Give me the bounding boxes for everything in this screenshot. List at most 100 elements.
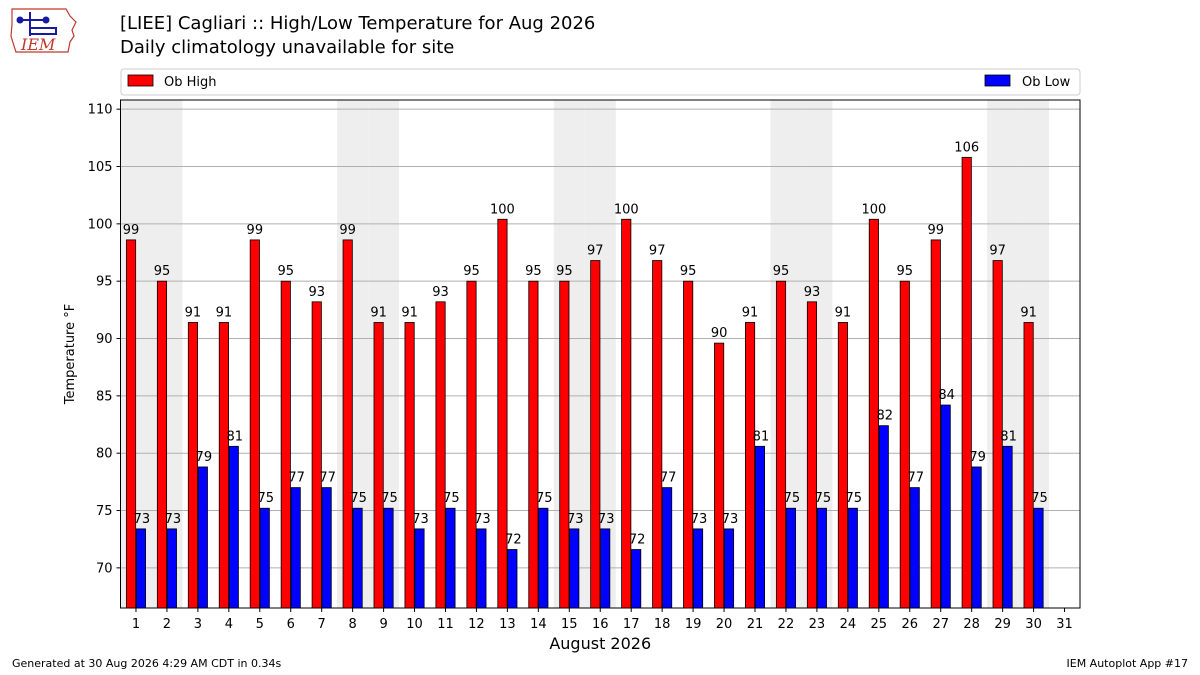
low-value-label: 73 bbox=[567, 512, 584, 527]
high-bar bbox=[930, 239, 941, 609]
x-tick-label: 10 bbox=[406, 617, 423, 632]
x-tick-label: 25 bbox=[871, 617, 888, 632]
high-bar bbox=[249, 239, 260, 609]
low-bar bbox=[1033, 507, 1044, 609]
low-bar bbox=[878, 425, 889, 609]
high-bar bbox=[652, 260, 663, 609]
x-tick-label: 28 bbox=[963, 617, 980, 632]
low-value-label: 77 bbox=[907, 471, 924, 486]
iowa-outline-icon bbox=[10, 8, 77, 53]
legend-swatch-high bbox=[127, 74, 154, 87]
low-value-label: 73 bbox=[691, 512, 708, 527]
high-bar bbox=[775, 280, 787, 609]
y-tick-label: 110 bbox=[88, 103, 113, 118]
x-tick-label: 27 bbox=[932, 617, 949, 632]
low-bar bbox=[476, 528, 487, 609]
x-tick-label: 5 bbox=[256, 617, 264, 632]
low-bar bbox=[166, 528, 177, 609]
low-value-label: 84 bbox=[938, 388, 955, 403]
x-tick-label: 14 bbox=[530, 617, 547, 632]
x-tick-label: 1 bbox=[132, 617, 140, 632]
high-bar bbox=[837, 322, 848, 609]
high-value-label: 95 bbox=[556, 264, 573, 279]
low-bar bbox=[383, 507, 394, 609]
high-bar bbox=[806, 301, 818, 609]
high-bar bbox=[156, 280, 168, 609]
high-bar bbox=[280, 280, 291, 609]
app-footer: IEM Autoplot App #17 bbox=[1066, 657, 1189, 670]
high-bar bbox=[435, 301, 446, 609]
x-tick-label: 20 bbox=[716, 617, 733, 632]
low-bar bbox=[631, 549, 642, 609]
high-value-label: 99 bbox=[339, 223, 356, 238]
high-value-label: 99 bbox=[927, 223, 944, 238]
low-value-label: 72 bbox=[505, 533, 522, 548]
high-value-label: 93 bbox=[804, 285, 821, 300]
low-value-label: 79 bbox=[969, 450, 986, 465]
chart-subtitle: Daily climatology unavailable for site bbox=[120, 37, 455, 58]
x-tick-label: 9 bbox=[379, 617, 387, 632]
high-bar bbox=[559, 280, 570, 609]
high-bar bbox=[218, 322, 229, 609]
low-bar bbox=[321, 487, 332, 609]
low-bar bbox=[445, 507, 456, 609]
x-tick-label: 2 bbox=[163, 617, 171, 632]
logo-text: IEM bbox=[20, 35, 56, 54]
y-tick-label: 90 bbox=[96, 332, 113, 347]
low-bar bbox=[693, 528, 704, 609]
low-bar bbox=[352, 507, 363, 609]
high-bar bbox=[404, 322, 415, 609]
legend-label-low: Ob Low bbox=[1022, 75, 1071, 90]
high-value-label: 100 bbox=[614, 202, 639, 217]
low-bar bbox=[723, 528, 735, 609]
high-value-label: 91 bbox=[742, 305, 759, 320]
low-value-label: 75 bbox=[1031, 491, 1048, 506]
high-value-label: 91 bbox=[835, 305, 852, 320]
x-tick-label: 13 bbox=[499, 617, 516, 632]
high-value-label: 106 bbox=[954, 140, 979, 155]
x-tick-label: 23 bbox=[809, 617, 826, 632]
low-bar bbox=[847, 507, 858, 609]
low-bar bbox=[662, 487, 673, 609]
low-value-label: 77 bbox=[319, 471, 336, 486]
x-tick-label: 21 bbox=[747, 617, 764, 632]
y-tick-label: 70 bbox=[96, 561, 113, 576]
high-value-label: 91 bbox=[216, 305, 233, 320]
low-bar bbox=[971, 466, 982, 609]
x-tick-label: 19 bbox=[685, 617, 702, 632]
chart-title: [LIEE] Cagliari :: High/Low Temperature … bbox=[120, 13, 596, 34]
generated-footer: Generated at 30 Aug 2026 4:29 AM CDT in … bbox=[12, 657, 282, 670]
low-value-label: 73 bbox=[165, 512, 182, 527]
x-tick-label: 6 bbox=[287, 617, 295, 632]
high-value-label: 100 bbox=[861, 202, 886, 217]
high-bar bbox=[311, 301, 322, 609]
x-tick-label: 15 bbox=[561, 617, 578, 632]
high-value-label: 97 bbox=[989, 244, 1006, 259]
high-bar bbox=[899, 280, 910, 609]
x-tick-label: 8 bbox=[348, 617, 356, 632]
legend-swatch-low bbox=[984, 74, 1011, 87]
x-tick-label: 18 bbox=[654, 617, 671, 632]
low-bar bbox=[940, 404, 951, 609]
low-value-label: 75 bbox=[846, 491, 863, 506]
low-bar bbox=[569, 528, 580, 609]
low-value-label: 79 bbox=[196, 450, 213, 465]
high-value-label: 95 bbox=[463, 264, 480, 279]
low-value-label: 75 bbox=[536, 491, 553, 506]
low-value-label: 81 bbox=[753, 429, 770, 444]
x-tick-label: 4 bbox=[225, 617, 233, 632]
high-value-label: 100 bbox=[490, 202, 515, 217]
high-bar bbox=[125, 239, 137, 609]
high-value-label: 93 bbox=[432, 285, 449, 300]
x-tick-label: 16 bbox=[592, 617, 609, 632]
x-tick-label: 22 bbox=[778, 617, 795, 632]
low-bar bbox=[754, 445, 766, 609]
low-value-label: 73 bbox=[474, 512, 491, 527]
x-tick-label: 17 bbox=[623, 617, 640, 632]
high-value-label: 97 bbox=[649, 244, 666, 259]
low-bar bbox=[1002, 445, 1013, 609]
y-tick-label: 85 bbox=[96, 389, 113, 404]
high-bar bbox=[590, 260, 601, 609]
low-value-label: 72 bbox=[629, 533, 646, 548]
